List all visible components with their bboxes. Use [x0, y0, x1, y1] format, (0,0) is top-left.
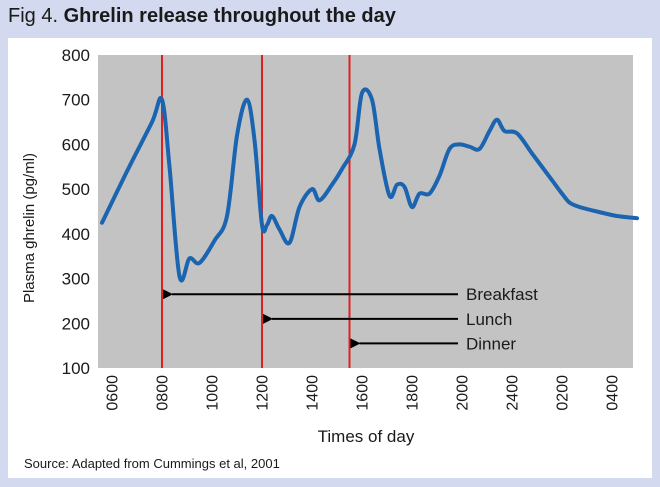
meal-label: Lunch	[466, 310, 512, 329]
figure-number: Fig 4.	[8, 5, 59, 27]
x-axis-title: Times of day	[318, 427, 415, 446]
y-tick-label: 100	[62, 359, 90, 378]
y-tick-label: 400	[62, 225, 90, 244]
y-tick-label: 300	[62, 270, 90, 289]
x-tick-label: 2000	[455, 375, 472, 411]
x-tick-label: 1000	[205, 375, 222, 411]
x-tick-label: 0200	[555, 375, 572, 411]
x-tick-label: 2400	[505, 375, 522, 411]
y-axis-title: Plasma ghrelin (pg/ml)	[21, 153, 38, 303]
ghrelin-series-line	[100, 87, 639, 283]
meal-label: Breakfast	[466, 285, 538, 304]
x-tick-label: 0600	[105, 375, 122, 411]
y-tick-label: 500	[62, 180, 90, 199]
x-tick-label: 0800	[155, 375, 172, 411]
meal-label: Dinner	[466, 334, 516, 353]
y-tick-label: 600	[62, 135, 90, 154]
y-tick-label: 700	[62, 91, 90, 110]
x-tick-label: 0400	[605, 375, 622, 411]
x-tick-label: 1400	[305, 375, 322, 411]
figure-title: Fig 4. Ghrelin release throughout the da…	[8, 3, 396, 29]
y-tick-label: 200	[62, 314, 90, 333]
plot-area	[98, 55, 633, 368]
x-tick-label: 1600	[355, 375, 372, 411]
source-caption: Source: Adapted from Cummings et al, 200…	[24, 456, 280, 471]
figure-title-text: Ghrelin release throughout the day	[63, 5, 396, 27]
x-tick-label: 1200	[255, 375, 272, 411]
y-tick-label: 800	[62, 46, 90, 65]
x-tick-label: 1800	[405, 375, 422, 411]
